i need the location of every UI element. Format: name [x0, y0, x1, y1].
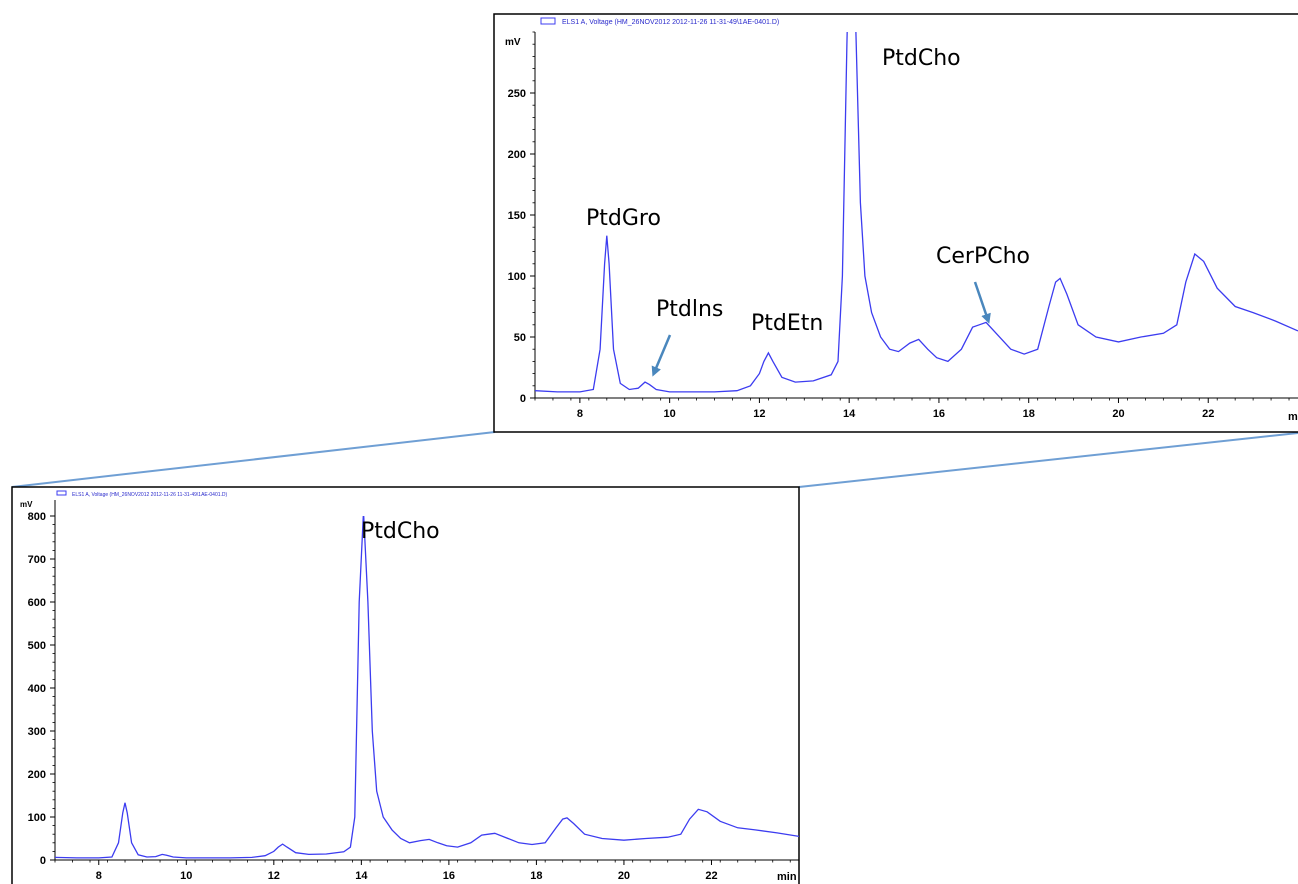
peak-label-ptdgro: PtdGro	[586, 206, 661, 231]
y-tick-label: 700	[28, 554, 46, 566]
x-tick-label: 22	[1202, 408, 1214, 420]
peak-label-ptdins: Ptdlns	[656, 297, 723, 322]
y-tick-label: 150	[508, 210, 526, 222]
peak-label-ptdetn: PtdEtn	[751, 311, 823, 336]
x-tick-label: 22	[705, 870, 717, 882]
y-unit-label: mV	[505, 37, 521, 48]
y-tick-label: 50	[514, 332, 526, 344]
x-unit-label: m	[1288, 411, 1298, 423]
y-ticks: 0 100 200 300 400 500 600 700 800	[28, 511, 55, 867]
x-tick-label: 18	[1023, 408, 1035, 420]
x-tick-label: 14	[355, 870, 368, 882]
y-tick-label: 400	[28, 683, 46, 695]
zoom-connector-left	[11, 431, 496, 488]
y-unit-label: mV	[20, 500, 33, 509]
chromatogram-trace	[535, 32, 1298, 393]
x-tick-label: 20	[618, 870, 630, 882]
y-tick-label: 800	[28, 511, 46, 523]
x-tick-label: 20	[1112, 408, 1124, 420]
y-tick-label: 200	[28, 769, 46, 781]
peak-label-ptdcho: PtdCho	[361, 519, 440, 544]
y-tick-label: 250	[508, 88, 526, 100]
arrow-ptdins	[651, 334, 672, 377]
y-tick-label: 0	[520, 393, 526, 405]
x-tick-label: 12	[268, 870, 280, 882]
y-tick-label: 200	[508, 149, 526, 161]
x-tick-label: 16	[933, 408, 945, 420]
x-tick-label: 10	[664, 408, 676, 420]
legend-label: ELS1 A, Voltage (HM_26NOV2012 2012-11-26…	[72, 492, 228, 498]
full-chart-panel: ELS1 A, Voltage (HM_26NOV2012 2012-11-26…	[11, 486, 800, 884]
panel-frame	[493, 13, 1298, 433]
panel-frame	[11, 486, 800, 884]
y-ticks: 0 50 100 150 200 250	[508, 31, 535, 405]
y-tick-label: 100	[508, 271, 526, 283]
x-tick-label: 18	[530, 870, 542, 882]
y-tick-label: 300	[28, 726, 46, 738]
x-ticks: 8 10 12 14 16 18 20 22	[534, 398, 1290, 420]
y-tick-label: 600	[28, 597, 46, 609]
y-tick-label: 0	[40, 855, 46, 867]
peak-label-ptdcho: PtdCho	[882, 46, 961, 71]
peak-label-cerpcho: CerPCho	[936, 244, 1030, 269]
zoomed-chart-panel: ELS1 A, Voltage (HM_26NOV2012 2012-11-26…	[493, 13, 1298, 433]
x-tick-label: 8	[96, 870, 102, 882]
x-tick-label: 14	[843, 408, 856, 420]
x-ticks: 8 10 12 14 16 18 20 22	[54, 860, 791, 882]
y-tick-label: 100	[28, 812, 46, 824]
legend-swatch	[540, 17, 556, 25]
x-tick-label: 8	[577, 408, 583, 420]
y-tick-label: 500	[28, 640, 46, 652]
legend-swatch	[56, 490, 67, 496]
legend-label: ELS1 A, Voltage (HM_26NOV2012 2012-11-26…	[562, 19, 779, 26]
arrow-cerpcho	[973, 281, 991, 324]
x-tick-label: 12	[753, 408, 765, 420]
chromatogram-trace	[55, 516, 799, 859]
x-tick-label: 10	[180, 870, 192, 882]
zoom-connector-right	[798, 432, 1298, 488]
x-tick-label: 16	[443, 870, 455, 882]
x-unit-label: min	[777, 871, 797, 883]
